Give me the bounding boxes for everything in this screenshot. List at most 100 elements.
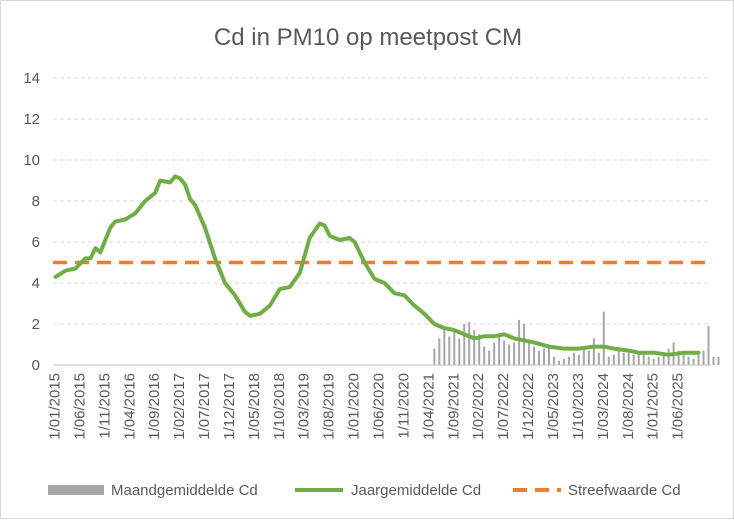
monthly-bar: [468, 321, 471, 365]
monthly-bar: [547, 344, 550, 365]
legend: Maandgemiddelde Cd Jaargemiddelde Cd Str…: [48, 482, 681, 499]
x-tick-label: 1/07/2017: [196, 373, 213, 440]
legend-label-yearly: Jaargemiddelde Cd: [351, 482, 481, 499]
monthly-bar: [717, 356, 720, 365]
monthly-bar: [707, 326, 710, 365]
monthly-bar: [632, 354, 635, 365]
monthly-bar: [448, 336, 451, 365]
monthly-bar: [577, 354, 580, 365]
monthly-bar: [652, 358, 655, 365]
x-tick-label: 1/01/2020: [346, 373, 363, 440]
monthly-bar: [528, 342, 531, 365]
monthly-bar: [687, 356, 690, 365]
x-tick-label: 1/08/2024: [620, 373, 637, 440]
x-tick-label: 1/03/2019: [296, 373, 313, 440]
y-tick-label: 10: [23, 152, 40, 169]
x-tick-label: 1/12/2017: [221, 373, 238, 440]
monthly-bar: [473, 330, 476, 365]
y-tick-label: 4: [32, 275, 40, 292]
monthly-bar: [662, 352, 665, 365]
monthly-bar: [483, 346, 486, 365]
monthly-bar: [443, 328, 446, 365]
legend-label-target: Streefwaarde Cd: [568, 482, 681, 499]
x-tick-label: 1/09/2021: [445, 373, 462, 440]
y-tick-label: 2: [32, 316, 40, 333]
monthly-bar: [682, 352, 685, 365]
monthly-bar: [458, 338, 461, 365]
x-tick-label: 1/07/2022: [495, 373, 512, 440]
monthly-bar: [612, 354, 615, 365]
x-tick-label: 1/09/2016: [146, 373, 163, 440]
x-tick-label: 1/01/2025: [645, 373, 662, 440]
yearly-average-line: [53, 174, 701, 357]
x-tick-label: 1/06/2025: [670, 373, 687, 440]
monthly-bar: [602, 311, 605, 365]
x-axis-ticks: 1/01/2015 1/06/2015 1/11/2015 1/04/2016 1/09…: [46, 373, 686, 440]
monthly-bar: [518, 319, 521, 365]
x-tick-label: 1/03/2024: [595, 373, 612, 440]
monthly-bar: [478, 334, 481, 365]
monthly-bar: [592, 338, 595, 365]
x-tick-label: 1/06/2020: [371, 373, 388, 440]
monthly-bar: [493, 342, 496, 365]
x-tick-label: 1/01/2015: [46, 373, 63, 440]
monthly-bar: [712, 356, 715, 365]
x-tick-label: 1/10/2023: [570, 373, 587, 440]
monthly-bar: [463, 324, 466, 365]
monthly-bar: [488, 350, 491, 365]
monthly-bar: [513, 342, 516, 365]
y-tick-label: 8: [32, 193, 40, 210]
legend-label-monthly: Maandgemiddelde Cd: [111, 482, 258, 499]
x-tick-label: 1/06/2015: [71, 373, 88, 440]
y-tick-label: 0: [32, 357, 40, 374]
y-tick-label: 12: [23, 111, 40, 128]
monthly-bar: [538, 350, 541, 365]
monthly-bar: [557, 360, 560, 365]
yearly-line-group: [53, 174, 701, 357]
monthly-bar: [597, 352, 600, 365]
chart-title: Cd in PM10 op meetpost CM: [214, 24, 522, 51]
monthly-bar: [508, 344, 511, 365]
monthly-bar: [552, 356, 555, 365]
monthly-bar: [622, 352, 625, 365]
legend-swatch-monthly: [48, 485, 104, 495]
x-tick-label: 1/04/2016: [121, 373, 138, 440]
monthly-bar: [657, 356, 660, 365]
monthly-bar: [533, 346, 536, 365]
x-tick-label: 1/11/2020: [395, 373, 412, 439]
monthly-bar: [617, 350, 620, 365]
monthly-bar: [627, 350, 630, 365]
monthly-bar: [697, 354, 700, 365]
y-tick-label: 6: [32, 234, 40, 251]
y-axis-ticks: 0 2 4 6 8 10 12 14: [23, 70, 40, 374]
x-tick-label: 1/05/2018: [246, 373, 263, 440]
x-tick-label: 1/02/2017: [171, 373, 188, 440]
monthly-bar: [637, 352, 640, 365]
monthly-bar: [543, 348, 546, 365]
monthly-bar: [587, 350, 590, 365]
monthly-bar: [503, 340, 506, 365]
monthly-bar: [647, 356, 650, 365]
y-tick-label: 14: [23, 70, 40, 87]
monthly-bar: [607, 356, 610, 365]
x-tick-label: 1/05/2023: [545, 373, 562, 440]
x-tick-label: 1/08/2019: [321, 373, 338, 440]
monthly-bar: [642, 354, 645, 365]
monthly-bar: [523, 324, 526, 365]
monthly-bar: [453, 330, 456, 365]
monthly-bar: [567, 356, 570, 365]
x-tick-label: 1/04/2021: [420, 373, 437, 440]
monthly-bar: [572, 352, 575, 365]
monthly-bar: [702, 350, 705, 365]
monthly-bar: [667, 348, 670, 365]
monthly-bar: [438, 338, 441, 365]
x-tick-label: 1/11/2015: [96, 373, 113, 439]
monthly-bar: [433, 348, 436, 365]
monthly-bar: [582, 348, 585, 365]
monthly-bars: [433, 311, 720, 365]
x-tick-label: 1/12/2022: [520, 373, 537, 440]
monthly-bar: [562, 358, 565, 365]
x-tick-label: 1/10/2018: [271, 373, 288, 440]
